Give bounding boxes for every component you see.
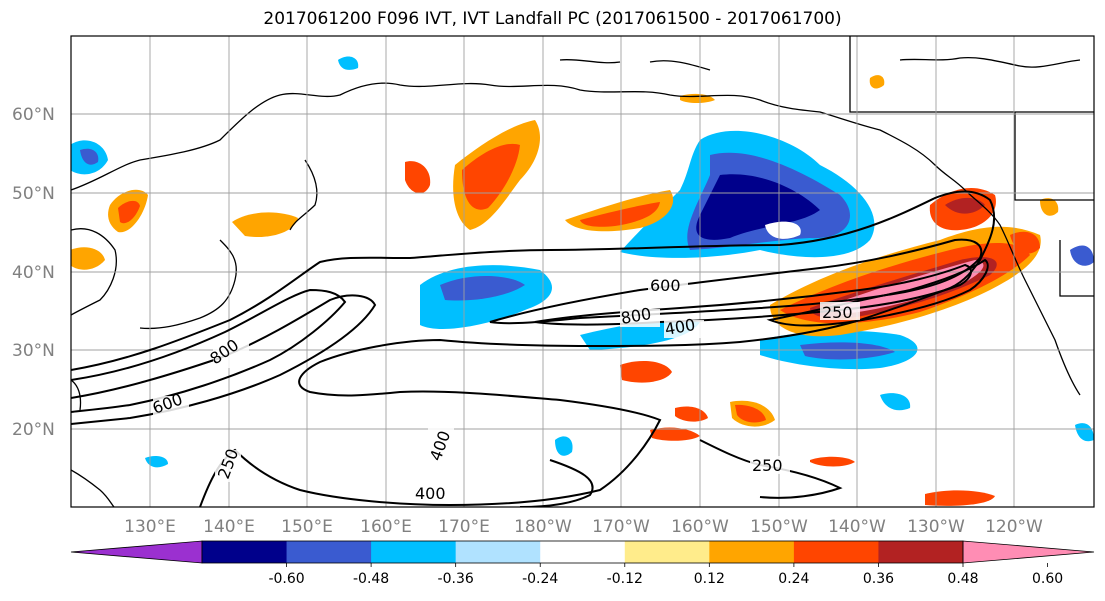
map-title: 2017061200 F096 IVT, IVT Landfall PC (20… — [263, 9, 842, 29]
colorbar-tick-label: -0.24 — [522, 571, 558, 587]
colorbar-segment — [709, 541, 795, 563]
lon-label: 150°W — [750, 517, 808, 537]
lon-label: 170°W — [592, 517, 650, 537]
lon-label: 180°W — [514, 517, 572, 537]
lat-label: 60°N — [12, 105, 55, 125]
lat-label: 50°N — [12, 184, 55, 204]
colorbar-segment — [371, 541, 457, 563]
map-gridlines — [71, 36, 1094, 507]
map-panel: 600 800 400 250 800 600 250 400 400 250 — [71, 36, 1094, 507]
colorbar-segment — [455, 541, 541, 563]
colorbar-tick-label: 0.48 — [947, 571, 978, 587]
colorbar-extend-low — [70, 540, 203, 564]
lat-label: 30°N — [12, 341, 55, 361]
lon-label: 160°W — [671, 517, 729, 537]
colorbar-segment — [540, 541, 626, 563]
colorbar: -0.60 -0.48 -0.36 -0.24 -0.12 0.12 0.24 0.36 0.4… — [70, 540, 1095, 587]
contour-label: 250 — [822, 303, 853, 322]
colorbar-tick-label: 0.12 — [694, 571, 725, 587]
lat-label: 20°N — [12, 420, 55, 440]
coastlines — [71, 36, 1094, 507]
contour-label: 400 — [415, 484, 446, 503]
contour-label: 250 — [752, 456, 783, 475]
lon-label: 160°E — [360, 517, 412, 537]
colorbar-tick-label: -0.48 — [353, 571, 389, 587]
colorbar-segment — [624, 541, 710, 563]
map-frame — [70, 35, 1095, 508]
colorbar-extend-high — [962, 540, 1095, 564]
colorbar-tick-label: 0.36 — [863, 571, 894, 587]
colorbar-tick-label: -0.36 — [438, 571, 474, 587]
colorbar-segment — [286, 541, 372, 563]
colorbar-tick-label: 0.60 — [1032, 571, 1063, 587]
contour-label: 600 — [650, 276, 681, 295]
latitude-labels: 60°N 50°N 40°N 30°N 20°N — [12, 105, 55, 440]
lon-label: 130°W — [907, 517, 965, 537]
lon-label: 140°W — [828, 517, 886, 537]
lon-label: 150°E — [281, 517, 333, 537]
colorbar-segment — [878, 541, 964, 563]
colorbar-segment — [793, 541, 879, 563]
colorbar-tick-label: -0.60 — [268, 571, 304, 587]
lon-label: 170°E — [438, 517, 490, 537]
longitude-labels: 130°E 140°E 150°E 160°E 170°E 180°W 170°… — [124, 517, 1043, 537]
colorbar-outline — [201, 540, 964, 564]
colorbar-tick-label: 0.24 — [778, 571, 809, 587]
lon-label: 130°E — [124, 517, 176, 537]
lon-label: 120°W — [985, 517, 1043, 537]
colorbar-tick-label: -0.12 — [607, 571, 643, 587]
lat-label: 40°N — [12, 263, 55, 283]
lon-label: 140°E — [203, 517, 255, 537]
colorbar-segment — [202, 541, 288, 563]
contour-label-group: 600 800 400 250 800 600 250 400 400 250 — [150, 276, 860, 503]
